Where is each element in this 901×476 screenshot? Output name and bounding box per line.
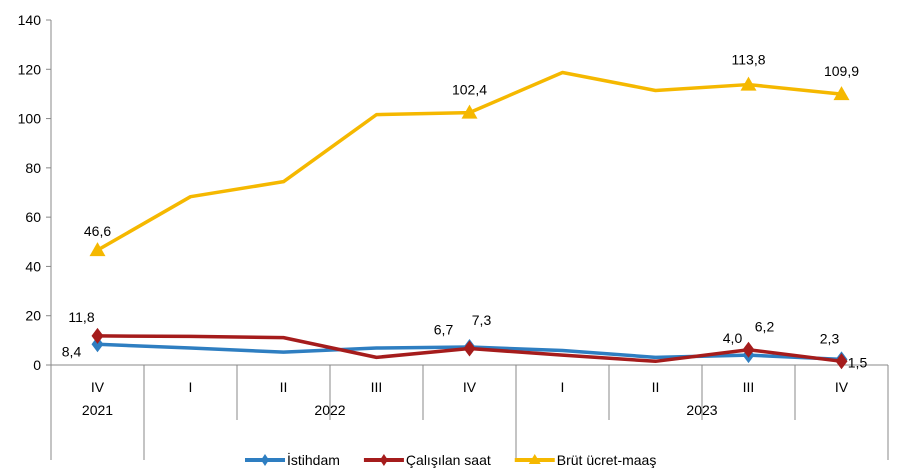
legend-label: Brüt ücret-maaş: [557, 452, 657, 468]
y-tick-label: 40: [25, 258, 41, 274]
triangle-marker: [740, 76, 757, 91]
diamond-marker: [91, 336, 104, 353]
x-tick-label: IV: [835, 379, 849, 395]
series-line-2: [96, 70, 842, 252]
data-label: 6,2: [755, 319, 775, 335]
year-label: 2021: [82, 402, 113, 418]
triangle-marker: [89, 242, 106, 257]
data-label: 11,8: [68, 309, 94, 325]
data-label: 6,7: [434, 321, 454, 337]
data-label: 2,3: [820, 330, 840, 346]
diamond-marker: [91, 327, 104, 344]
legend-label: İstihdam: [287, 451, 340, 468]
year-label: 2023: [686, 402, 717, 418]
data-label: 113,8: [732, 52, 766, 68]
x-tick-label: IV: [91, 379, 105, 395]
diamond-marker: [835, 353, 848, 370]
x-tick-label: I: [189, 379, 193, 395]
x-tick-label: II: [652, 379, 660, 395]
diamond-marker: [463, 340, 476, 357]
triangle-marker: [461, 104, 478, 119]
legend-diamond-icon: [379, 454, 388, 466]
data-label: 1,5: [848, 354, 868, 370]
x-tick-label: III: [743, 379, 755, 395]
legend-triangle-icon: [528, 454, 541, 464]
data-label: 4,0: [723, 330, 743, 346]
y-tick-label: 140: [18, 12, 42, 28]
y-tick-label: 60: [25, 209, 41, 225]
x-tick-label: II: [280, 379, 288, 395]
data-label: 46,6: [84, 223, 111, 239]
y-tick-label: 80: [25, 160, 41, 176]
data-label: 109,9: [824, 63, 859, 79]
triangle-marker: [833, 86, 850, 101]
legend-diamond-icon: [261, 454, 269, 466]
data-label: 102,4: [452, 82, 487, 98]
x-tick-label: III: [371, 379, 383, 395]
y-tick-label: 120: [18, 61, 42, 77]
legend-label: Çalışılan saat: [406, 452, 491, 468]
x-tick-label: I: [561, 379, 565, 395]
y-tick-label: 20: [25, 308, 41, 324]
year-label: 2022: [314, 402, 345, 418]
y-tick-label: 100: [18, 111, 42, 127]
data-label: 8,4: [62, 343, 82, 359]
data-label: 7,3: [472, 312, 492, 328]
y-tick-label: 0: [33, 357, 41, 373]
x-tick-label: IV: [463, 379, 477, 395]
diamond-marker: [742, 341, 755, 358]
